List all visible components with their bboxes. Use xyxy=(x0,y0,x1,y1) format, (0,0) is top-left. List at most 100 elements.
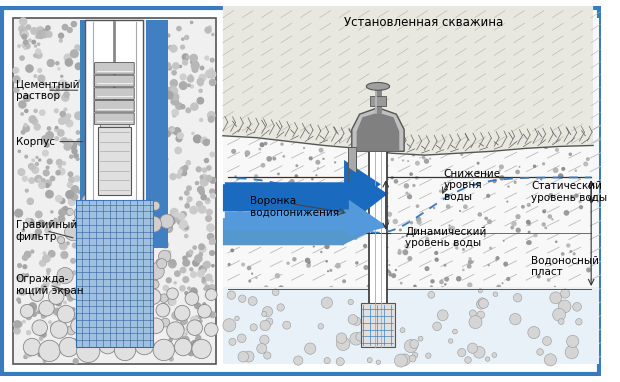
Circle shape xyxy=(27,315,31,320)
Circle shape xyxy=(202,311,208,317)
Circle shape xyxy=(272,157,277,160)
Circle shape xyxy=(561,167,565,171)
Circle shape xyxy=(166,92,173,99)
Circle shape xyxy=(249,280,251,283)
Circle shape xyxy=(321,297,332,308)
Text: Огражда-
ющий экран: Огражда- ющий экран xyxy=(16,274,83,296)
Circle shape xyxy=(418,336,423,341)
Circle shape xyxy=(329,269,332,272)
Circle shape xyxy=(422,331,427,336)
Circle shape xyxy=(13,76,20,83)
Circle shape xyxy=(64,108,67,111)
Circle shape xyxy=(256,191,260,195)
Circle shape xyxy=(167,87,172,93)
Circle shape xyxy=(487,219,492,224)
Circle shape xyxy=(264,142,267,146)
Circle shape xyxy=(34,124,40,130)
Circle shape xyxy=(205,285,210,290)
Circle shape xyxy=(263,291,265,294)
Circle shape xyxy=(272,196,276,200)
Circle shape xyxy=(388,273,392,277)
Circle shape xyxy=(197,201,202,207)
Circle shape xyxy=(264,352,271,359)
Circle shape xyxy=(65,98,68,100)
Circle shape xyxy=(326,260,328,262)
Circle shape xyxy=(82,194,95,207)
Circle shape xyxy=(101,249,113,262)
Circle shape xyxy=(36,156,38,159)
Circle shape xyxy=(61,252,68,258)
Circle shape xyxy=(554,286,556,288)
Circle shape xyxy=(55,224,58,228)
Circle shape xyxy=(32,159,35,162)
Circle shape xyxy=(382,228,387,234)
Circle shape xyxy=(65,59,73,66)
Circle shape xyxy=(277,304,285,311)
Circle shape xyxy=(138,231,148,241)
Circle shape xyxy=(589,325,591,328)
Circle shape xyxy=(477,162,480,165)
Circle shape xyxy=(74,176,80,181)
Circle shape xyxy=(35,175,42,182)
Circle shape xyxy=(136,306,151,322)
Circle shape xyxy=(565,333,568,336)
Circle shape xyxy=(177,173,182,178)
Circle shape xyxy=(32,40,35,44)
Circle shape xyxy=(169,357,173,361)
Circle shape xyxy=(515,214,521,219)
Circle shape xyxy=(86,256,104,273)
Circle shape xyxy=(510,226,514,230)
Circle shape xyxy=(503,240,505,242)
Circle shape xyxy=(195,316,198,319)
Circle shape xyxy=(110,320,125,335)
Circle shape xyxy=(528,231,531,233)
Circle shape xyxy=(394,179,398,184)
Circle shape xyxy=(235,303,239,306)
Circle shape xyxy=(326,204,332,210)
Circle shape xyxy=(193,135,202,143)
Circle shape xyxy=(94,241,108,256)
Circle shape xyxy=(551,310,554,313)
Circle shape xyxy=(417,220,422,225)
Circle shape xyxy=(35,45,37,47)
Circle shape xyxy=(564,210,569,216)
Circle shape xyxy=(55,127,59,131)
Circle shape xyxy=(26,65,33,72)
Circle shape xyxy=(535,307,539,311)
Circle shape xyxy=(540,178,542,181)
Bar xyxy=(223,18,599,364)
Circle shape xyxy=(446,204,451,209)
Circle shape xyxy=(484,226,485,228)
Circle shape xyxy=(24,355,27,358)
Circle shape xyxy=(200,320,202,322)
Circle shape xyxy=(62,82,69,90)
Circle shape xyxy=(182,38,184,40)
Circle shape xyxy=(99,337,117,354)
Circle shape xyxy=(192,62,199,70)
Circle shape xyxy=(73,314,78,319)
Circle shape xyxy=(395,322,401,327)
Circle shape xyxy=(60,348,62,350)
Circle shape xyxy=(194,353,198,357)
Circle shape xyxy=(353,211,358,216)
Circle shape xyxy=(448,227,451,230)
Circle shape xyxy=(467,264,472,269)
Circle shape xyxy=(83,207,95,219)
Circle shape xyxy=(55,219,56,221)
Circle shape xyxy=(502,282,503,284)
Circle shape xyxy=(64,301,66,304)
Circle shape xyxy=(409,148,412,151)
Circle shape xyxy=(22,255,28,260)
Circle shape xyxy=(566,243,570,248)
Circle shape xyxy=(172,63,179,69)
Circle shape xyxy=(68,296,73,301)
Circle shape xyxy=(167,322,184,339)
Circle shape xyxy=(448,339,453,343)
Circle shape xyxy=(464,352,469,356)
Circle shape xyxy=(31,28,37,34)
Circle shape xyxy=(425,266,430,271)
Circle shape xyxy=(409,340,413,343)
Circle shape xyxy=(46,132,53,139)
Circle shape xyxy=(32,320,48,335)
Circle shape xyxy=(537,275,541,278)
